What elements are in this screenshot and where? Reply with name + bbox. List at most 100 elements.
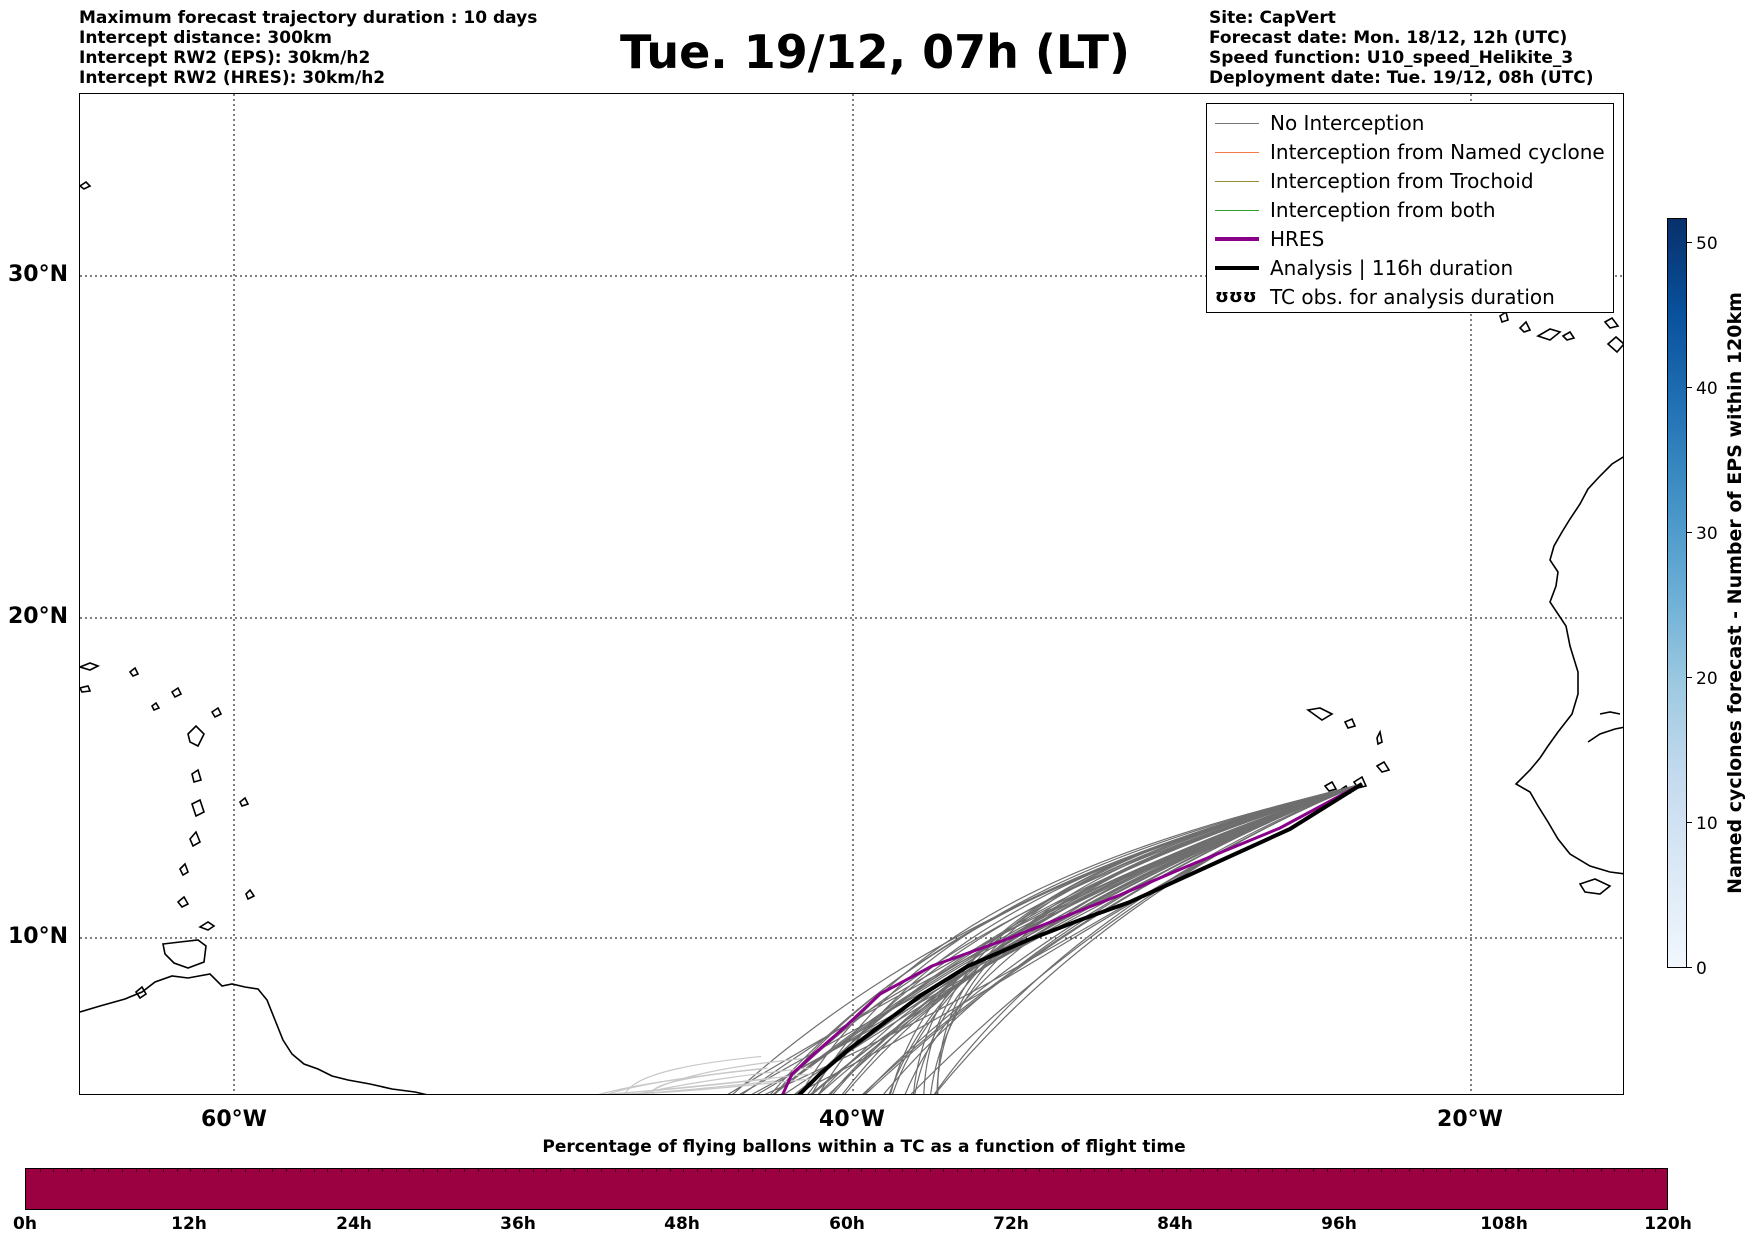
flight-time-label: 72h bbox=[993, 1214, 1029, 1234]
flight-time-tick bbox=[381, 1169, 383, 1172]
coastline-south-america bbox=[80, 973, 427, 1094]
flight-time-tick bbox=[1641, 1169, 1643, 1172]
coastline-canary-5 bbox=[1499, 310, 1509, 324]
flight-time-tick bbox=[751, 1169, 753, 1172]
flight-time-tick bbox=[491, 1169, 493, 1172]
flight-time-tick bbox=[1367, 1169, 1369, 1172]
flight-time-tick bbox=[943, 1169, 945, 1172]
colorbar-tick bbox=[1687, 242, 1692, 243]
flight-time-tick bbox=[53, 1169, 55, 1172]
flight-time-tick bbox=[477, 1169, 479, 1172]
flight-time-tick bbox=[1039, 1169, 1041, 1172]
flight-time-tick bbox=[820, 1169, 822, 1172]
coastline-canary-1 bbox=[1536, 328, 1562, 341]
eps-trajectory-line bbox=[914, 783, 1363, 1094]
eps-trajectory-line bbox=[936, 783, 1363, 1094]
eps-trajectory-line bbox=[818, 783, 1363, 1094]
flight-time-tick bbox=[1107, 1169, 1109, 1172]
flight-time-tick bbox=[1148, 1169, 1150, 1172]
flight-time-tick bbox=[669, 1169, 671, 1172]
header-left-line: Intercept RW2 (HRES): 30km/h2 bbox=[79, 68, 386, 88]
flight-time-tick bbox=[683, 1169, 685, 1172]
page-title: Tue. 19/12, 07h (LT) bbox=[620, 25, 1130, 79]
flight-time-tick bbox=[1477, 1169, 1479, 1172]
flight-time-tick bbox=[998, 1169, 1000, 1172]
coastline-canary-2 bbox=[1603, 316, 1620, 329]
header-left-line: Intercept distance: 300km bbox=[79, 28, 332, 48]
flight-time-tick bbox=[587, 1169, 589, 1172]
flight-time-tick bbox=[1285, 1169, 1287, 1172]
eps-trajectory-line-faded bbox=[606, 1068, 764, 1094]
flight-time-tick bbox=[957, 1169, 959, 1172]
header-left-line: Intercept RW2 (EPS): 30km/h2 bbox=[79, 48, 371, 68]
eps-trajectory-line bbox=[933, 783, 1363, 1094]
eps-trajectory-line bbox=[889, 783, 1363, 1094]
flight-time-tick bbox=[1340, 1169, 1342, 1172]
colorbar-tick-label: 10 bbox=[1696, 814, 1718, 834]
flight-time-tick bbox=[1449, 1169, 1451, 1172]
colorbar-tick-label: 20 bbox=[1696, 669, 1718, 689]
colorbar-tick bbox=[1687, 387, 1692, 388]
flight-time-tick bbox=[108, 1169, 110, 1172]
eps-trajectory-line bbox=[937, 783, 1363, 1094]
coastline-st-lucia bbox=[189, 830, 202, 848]
flight-time-tick bbox=[162, 1169, 164, 1172]
flight-time-tick bbox=[395, 1169, 397, 1172]
flight-time-tick bbox=[1176, 1169, 1178, 1172]
map-legend: No Interception Interception from Named … bbox=[1206, 103, 1614, 313]
legend-line bbox=[1215, 237, 1259, 241]
coastline-north-island bbox=[80, 180, 92, 190]
flight-time-tick bbox=[642, 1169, 644, 1172]
coastline-martinique bbox=[191, 798, 205, 818]
coastline-africa-detail-2 bbox=[1599, 711, 1621, 715]
flight-time-tick bbox=[1586, 1169, 1588, 1172]
lat-label-30n: 30°N bbox=[8, 262, 69, 287]
coastline-leeward-1 bbox=[170, 686, 183, 699]
flight-time-tick bbox=[258, 1169, 260, 1172]
flight-time-label: 108h bbox=[1480, 1214, 1528, 1234]
flight-time-tick bbox=[217, 1169, 219, 1172]
flight-time-tick bbox=[614, 1169, 616, 1172]
flight-time-tick bbox=[327, 1169, 329, 1172]
flight-time-tick bbox=[340, 1169, 342, 1172]
flight-time-tick bbox=[874, 1169, 876, 1172]
eps-trajectory-line bbox=[912, 783, 1363, 1094]
flight-time-tick bbox=[231, 1169, 233, 1172]
flight-time-tick bbox=[1381, 1169, 1383, 1172]
coastline-leeward-4 bbox=[238, 796, 250, 807]
flight-time-tick bbox=[1244, 1169, 1246, 1172]
legend-item-both: Interception from both bbox=[1207, 196, 1613, 225]
flight-time-tick bbox=[368, 1169, 370, 1172]
flight-time-tick bbox=[833, 1169, 835, 1172]
flight-time-tick bbox=[1066, 1169, 1068, 1172]
flight-time-tick bbox=[1299, 1169, 1301, 1172]
legend-line bbox=[1215, 266, 1259, 270]
flight-time-tick bbox=[915, 1169, 917, 1172]
flight-time-tick bbox=[354, 1169, 356, 1172]
flight-time-tick bbox=[1135, 1169, 1137, 1172]
flight-time-tick bbox=[861, 1169, 863, 1172]
flight-time-tick bbox=[1326, 1169, 1328, 1172]
flight-time-tick bbox=[737, 1169, 739, 1172]
flight-time-tick bbox=[1271, 1169, 1273, 1172]
flight-time-label: 48h bbox=[664, 1214, 700, 1234]
flight-time-tick bbox=[203, 1169, 205, 1172]
header-right-line: Forecast date: Mon. 18/12, 12h (UTC) bbox=[1209, 28, 1568, 48]
coastline-barbados bbox=[245, 888, 256, 901]
flight-time-tick bbox=[559, 1169, 561, 1172]
eps-trajectory-line bbox=[904, 783, 1363, 1094]
flight-time-tick bbox=[696, 1169, 698, 1172]
colorbar-tick bbox=[1687, 532, 1692, 533]
coastline-capeverde-6 bbox=[1323, 780, 1338, 792]
flight-time-tick bbox=[847, 1169, 849, 1172]
lat-label-20n: 20°N bbox=[8, 604, 69, 629]
coastline-africa-detail-1 bbox=[1587, 726, 1623, 743]
flight-time-tick bbox=[135, 1169, 137, 1172]
flight-time-tick bbox=[655, 1169, 657, 1172]
flight-time-label: 60h bbox=[829, 1214, 865, 1234]
flight-time-tick bbox=[1463, 1169, 1465, 1172]
coastline-leeward-2 bbox=[150, 701, 161, 712]
coastline-st-vincent bbox=[179, 862, 189, 877]
flight-time-tick bbox=[1491, 1169, 1492, 1172]
header-right-info: Site: CapVert Forecast date: Mon. 18/12,… bbox=[1209, 8, 1594, 88]
